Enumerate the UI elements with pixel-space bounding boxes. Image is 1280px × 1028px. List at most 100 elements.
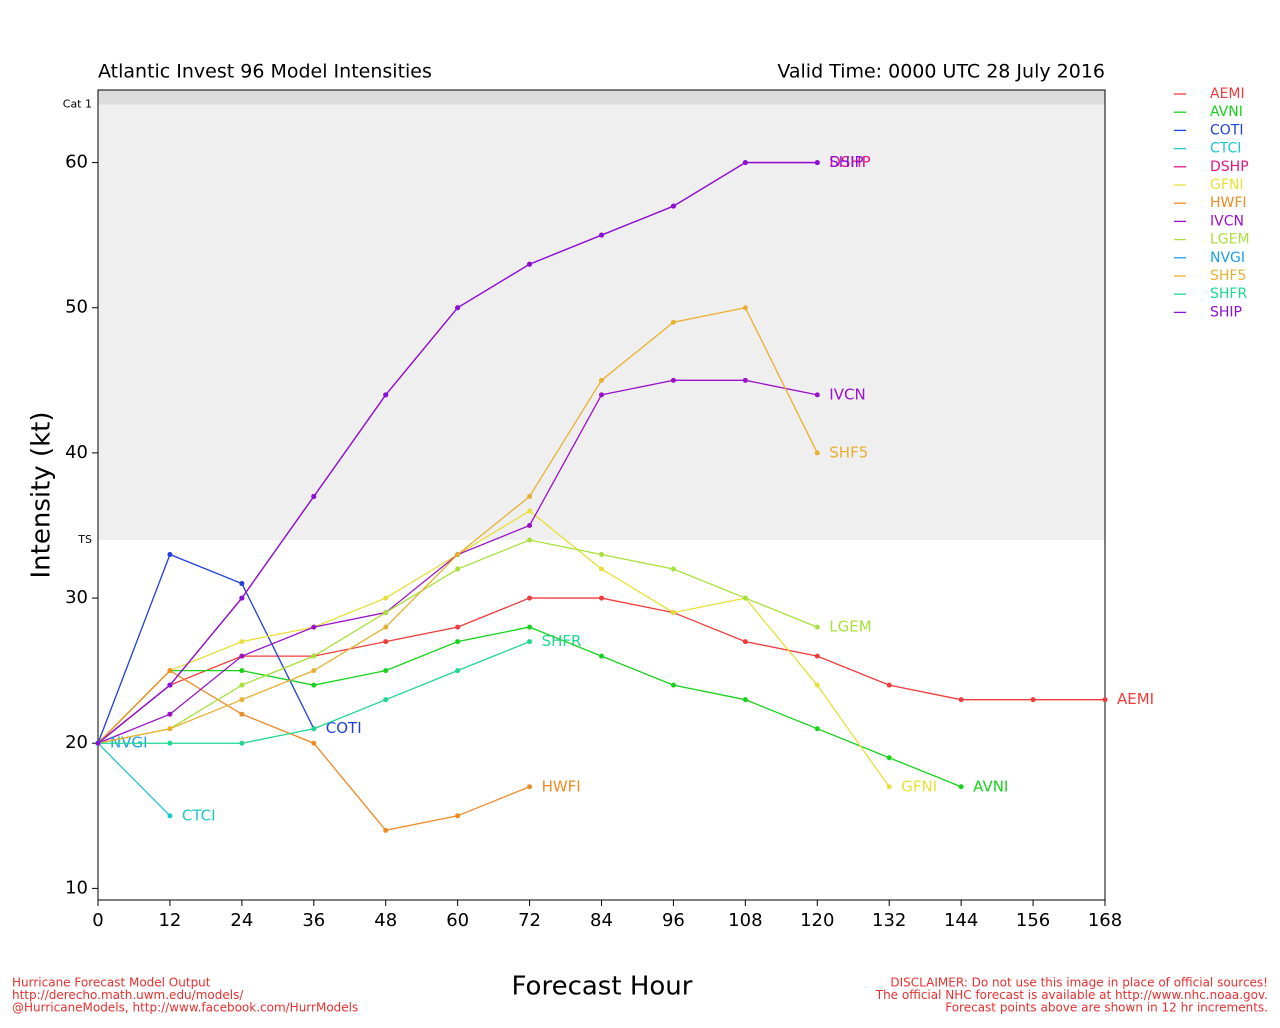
series-point	[167, 711, 173, 717]
series-point	[383, 624, 389, 630]
series-point	[599, 232, 604, 238]
series-point	[167, 726, 173, 732]
series-line	[97, 553, 315, 744]
series-point	[527, 261, 533, 267]
band-label: Cat 1	[63, 98, 92, 111]
series-point	[455, 639, 461, 645]
series-point	[886, 682, 892, 688]
series-point	[239, 697, 245, 703]
x-tick-label: 48	[374, 910, 397, 931]
legend-label: AEMI	[1210, 86, 1245, 102]
x-tick-label: 132	[872, 910, 906, 931]
series-end-label: HWFI	[542, 777, 581, 795]
series-point	[311, 726, 317, 732]
series-point	[1102, 697, 1108, 703]
series-point	[742, 377, 748, 383]
series-end-label: SHF5	[829, 443, 868, 461]
series-point	[167, 668, 173, 674]
y-tick-label: 40	[65, 442, 88, 463]
series-point	[527, 639, 533, 645]
x-tick-label: 12	[158, 910, 181, 931]
chart-subtitle: Valid Time: 0000 UTC 28 July 2016	[777, 61, 1105, 83]
chart-title: Atlantic Invest 96 Model Intensities	[98, 61, 432, 83]
series-end-label: GFNI	[901, 777, 937, 795]
series-point	[599, 392, 604, 398]
series-line	[97, 597, 1105, 744]
series-point	[527, 493, 533, 499]
x-tick-label: 0	[92, 910, 103, 931]
y-tick-label: 50	[65, 297, 88, 318]
x-tick-label: 96	[662, 910, 685, 931]
series-point	[311, 668, 317, 674]
series-point	[814, 160, 820, 166]
legend-label: CTCI	[1210, 141, 1241, 157]
series-point	[886, 755, 892, 761]
band-label: TS	[77, 533, 92, 546]
series-point	[742, 160, 748, 166]
x-tick-label: 36	[302, 910, 325, 931]
legend-label: COTI	[1210, 122, 1243, 138]
series-point	[383, 610, 389, 616]
x-tick-label: 72	[518, 910, 541, 931]
x-tick-label: 156	[1016, 910, 1050, 931]
series-point	[311, 740, 317, 746]
series-point	[167, 552, 173, 558]
x-tick-label: 120	[800, 910, 834, 931]
series-end-label: SHIP	[829, 153, 863, 171]
series-point	[383, 827, 389, 833]
series-point	[239, 668, 245, 674]
x-tick-label: 24	[230, 910, 253, 931]
legend-label: NVGI	[1210, 250, 1245, 266]
series-end-label: COTI	[326, 719, 362, 737]
legend-label: LGEM	[1210, 232, 1250, 248]
series-point	[742, 595, 748, 601]
series-point	[670, 203, 676, 209]
series-point	[958, 697, 964, 703]
legend-label: SHIP	[1210, 304, 1242, 320]
x-tick-label: 144	[944, 910, 978, 931]
series-point	[958, 784, 964, 790]
y-tick-label: 60	[65, 152, 88, 173]
series-point	[814, 392, 820, 398]
footer-left: http://derecho.math.uwm.edu/models/	[12, 988, 244, 1002]
series-point	[383, 668, 389, 674]
series-point	[455, 566, 461, 572]
series-line	[97, 510, 890, 788]
series-end-label: IVCN	[829, 385, 865, 403]
series-point	[670, 566, 676, 572]
series-point	[527, 522, 533, 528]
series-point	[167, 682, 173, 688]
series-point	[167, 740, 173, 746]
series-point	[814, 682, 820, 688]
series-point	[239, 653, 245, 659]
series-point	[311, 653, 317, 659]
series-end-label: DSHP	[829, 153, 870, 171]
series-point	[670, 610, 676, 616]
series-point	[167, 813, 173, 819]
series-point	[1030, 697, 1036, 703]
series-point	[383, 392, 389, 398]
series-point	[599, 566, 604, 572]
legend-label: HWFI	[1210, 195, 1247, 211]
series-point	[599, 552, 604, 558]
series-point	[239, 711, 245, 717]
series-point	[742, 697, 748, 703]
footer-right: DISCLAIMER: Do not use this image in pla…	[890, 976, 1268, 990]
series-point	[383, 595, 389, 601]
footer-left: @HurricaneModels, http://www.facebook.co…	[12, 1001, 358, 1015]
series-point	[527, 784, 533, 790]
series-point	[455, 813, 461, 819]
series-point	[527, 508, 533, 514]
series-point	[742, 639, 748, 645]
series-point	[239, 682, 245, 688]
footer-right: Forecast points above are shown in 12 hr…	[945, 1001, 1268, 1015]
series-point	[670, 377, 676, 383]
series-point	[527, 595, 533, 601]
series-point	[239, 740, 245, 746]
y-tick-label: 30	[65, 587, 88, 608]
series-point	[814, 624, 820, 630]
legend-label: DSHP	[1210, 159, 1249, 175]
series-point	[527, 537, 533, 543]
footer-left: Hurricane Forecast Model Output	[12, 976, 211, 990]
